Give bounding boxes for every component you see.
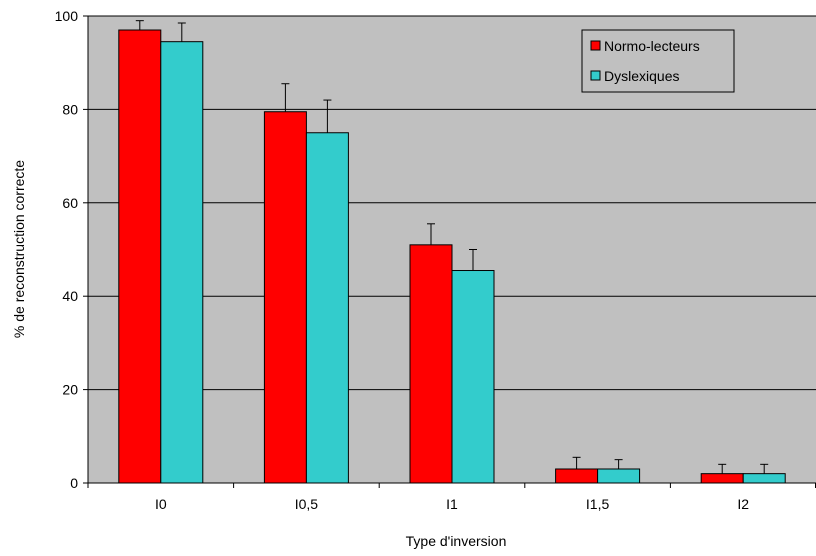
y-tick-labels: 0 20 40 60 80 100 <box>55 8 79 491</box>
bar <box>305 132 349 484</box>
legend-label-normo: Normo-lecteurs <box>604 38 700 54</box>
x-tick-labels: I0 I0,5 I1 I1,5 I2 <box>155 496 749 512</box>
bar <box>263 111 307 484</box>
y-tick-label: 40 <box>62 288 78 304</box>
y-tick-label: 0 <box>70 475 78 491</box>
legend: Normo-lecteurs Dyslexiques <box>581 29 735 93</box>
x-tick-label: I2 <box>737 496 749 512</box>
bar <box>555 468 599 484</box>
legend-label-dyslexiques: Dyslexiques <box>604 68 679 84</box>
y-tick-label: 80 <box>62 101 78 117</box>
legend-box <box>581 29 735 93</box>
x-tick-label: I0,5 <box>295 496 319 512</box>
y-axis-title: % de reconstruction correcte <box>11 160 27 338</box>
y-tick-label: 100 <box>55 8 79 24</box>
bar <box>700 473 744 484</box>
bar <box>118 29 162 484</box>
x-tick-label: I1,5 <box>586 496 610 512</box>
bar <box>597 468 641 484</box>
x-tick-label: I0 <box>155 496 167 512</box>
legend-swatch-dyslexiques <box>590 70 601 81</box>
legend-swatch-normo <box>590 40 601 51</box>
x-axis-title: Type d'inversion <box>406 533 507 549</box>
bar <box>409 244 453 484</box>
bar <box>742 473 786 484</box>
bar <box>160 41 204 484</box>
y-tick-label: 60 <box>62 195 78 211</box>
bars <box>118 20 786 484</box>
x-tick-label: I1 <box>446 496 458 512</box>
y-tick-label: 20 <box>62 382 78 398</box>
bar <box>451 270 495 484</box>
